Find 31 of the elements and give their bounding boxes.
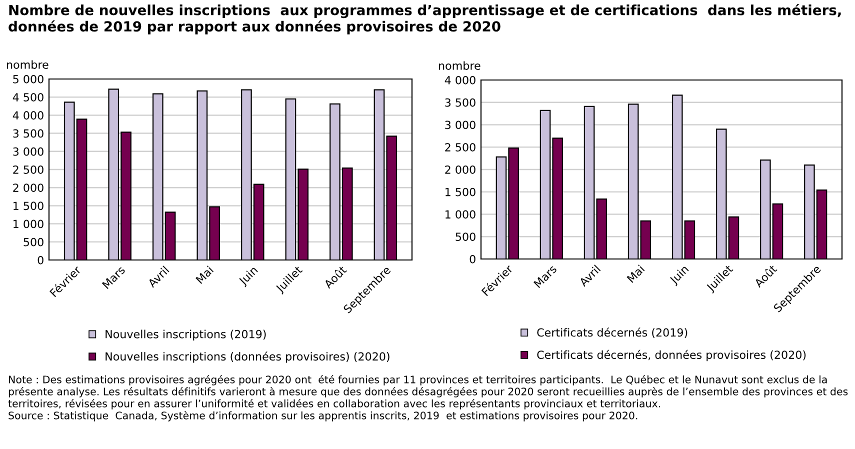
x-tick-label: Mai [626,264,645,283]
y-tick-label: 5 000 [13,74,44,84]
source-note: Source : Statistique Canada, Système d’information sur les apprentis inscrits, 2019 et estimations provisoires pour 2020. [8,411,638,422]
y-tick-label: 1 500 [446,188,476,196]
y-tick-label: 2 000 [13,184,44,192]
y-axis-title: nombre [439,61,480,70]
x-tick-label: Mai [195,266,214,284]
y-tick-label: 1 000 [446,210,476,219]
y-tick-label: 4 000 [444,76,476,84]
y-tick-label: 3 000 [445,120,476,130]
chart-title: Nombre de nouvelles inscriptions aux programmes d’apprentissage et de certifications dans les métiers, données de 2019 par rapport aux données provisoires de 2020 [8,4,841,34]
legend-label: Nouvelles inscriptions (2019) [106,330,266,340]
legend-label: Certificats décernés, données provisoires (2020) [537,350,806,362]
legend-label: Nouvelles inscriptions (données provisoires) (2020) [106,352,390,363]
y-tick-label: 3 000 [13,147,44,156]
y-tick-label: 4 000 [12,111,44,120]
y-tick-label: 1 500 [14,202,44,210]
y-tick-label: 0 [470,254,476,264]
text: Note : Des estimations provisoires agrégées pour 2020 ont été fournies par 11 provinces et territoires participants. Le Québec et le Nunavut sont exclus de la présente analyse. Les résultats définitifs varieront à mesure que des données désagrégées pour 2020 seront recueillies auprès de l’ensemble des provinces et des territoires, révisées pour en assurer l’uniformité et validées en collaboration avec les représentants provinciaux et territoriaux. [8,375,848,410]
y-tick-label: 3 500 [13,129,44,138]
y-tick-label: 4 500 [12,93,44,102]
y-tick-label: 0 [38,256,44,264]
legend-label: Certificats décernés (2019) [537,328,688,338]
y-tick-label: 2 500 [13,165,44,174]
y-tick-label: 2 000 [445,165,476,174]
y-tick-label: 500 [456,232,476,242]
y-axis-title: nombre [7,60,48,69]
y-tick-label: 3 500 [445,98,476,107]
y-tick-label: 1 000 [14,220,44,228]
y-tick-label: 2 500 [445,143,476,152]
y-tick-label: 500 [24,238,44,246]
